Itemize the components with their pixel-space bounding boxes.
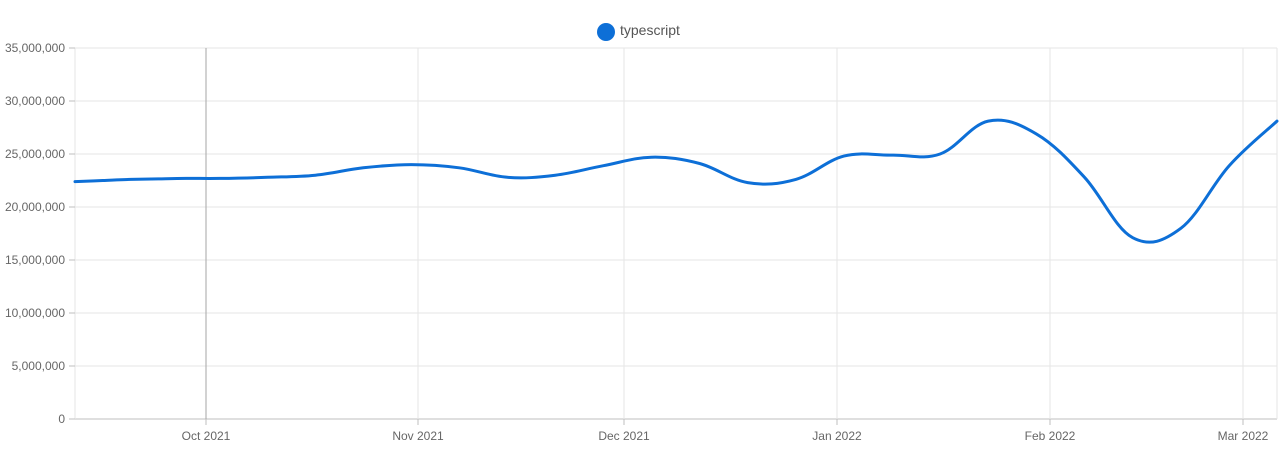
data-point[interactable] <box>1129 234 1137 242</box>
data-point[interactable] <box>984 117 992 125</box>
grid-lines <box>74 47 1278 420</box>
y-tick-label: 25,000,000 <box>5 147 65 161</box>
data-point[interactable] <box>696 160 704 168</box>
legend-label[interactable]: typescript <box>620 22 680 38</box>
data-point[interactable] <box>1080 173 1088 181</box>
data-point[interactable] <box>936 150 944 158</box>
data-point[interactable] <box>407 161 415 169</box>
y-tick-label: 35,000,000 <box>5 41 65 55</box>
data-point[interactable] <box>792 175 800 183</box>
x-tick-label: Nov 2021 <box>392 429 444 443</box>
data-point[interactable] <box>311 171 319 179</box>
y-tick-label: 30,000,000 <box>5 94 65 108</box>
y-tick-label: 20,000,000 <box>5 200 65 214</box>
x-tick-label: Feb 2022 <box>1025 429 1076 443</box>
series-line-typescript[interactable] <box>73 118 1279 244</box>
data-point[interactable] <box>888 151 896 159</box>
x-tick-label: Oct 2021 <box>182 429 231 443</box>
y-tick-label: 5,000,000 <box>12 359 66 373</box>
legend[interactable]: typescript <box>597 22 680 41</box>
data-point[interactable] <box>127 175 135 183</box>
data-point[interactable] <box>1177 224 1185 232</box>
data-point[interactable] <box>216 174 224 182</box>
legend-swatch[interactable] <box>597 23 615 41</box>
x-axis: Oct 2021 Nov 2021 Dec 2021 Jan 2022 Feb 2022… <box>182 419 1269 443</box>
data-point[interactable] <box>154 175 162 183</box>
data-point[interactable] <box>647 153 655 161</box>
y-tick-label: 0 <box>58 412 65 426</box>
y-axis: 0 5,000,000 10,000,000 15,000,000 20,000,000… <box>5 41 75 426</box>
data-point[interactable] <box>99 177 107 185</box>
data-point[interactable] <box>264 173 272 181</box>
x-tick-label: Mar 2022 <box>1218 429 1269 443</box>
data-point[interactable] <box>455 164 463 172</box>
data-point[interactable] <box>1225 162 1233 170</box>
data-point[interactable] <box>182 174 190 182</box>
data-point[interactable] <box>503 173 511 181</box>
x-tick-label: Dec 2021 <box>598 429 650 443</box>
data-point[interactable] <box>599 162 607 170</box>
data-point[interactable] <box>71 178 79 186</box>
x-tick-label: Jan 2022 <box>812 429 862 443</box>
data-point[interactable] <box>359 164 367 172</box>
series-layer <box>71 117 1279 244</box>
y-tick-label: 10,000,000 <box>5 306 65 320</box>
data-point[interactable] <box>840 152 848 160</box>
data-point[interactable] <box>744 179 752 187</box>
y-tick-label: 15,000,000 <box>5 253 65 267</box>
data-point[interactable] <box>1032 130 1040 138</box>
data-point[interactable] <box>551 171 559 179</box>
